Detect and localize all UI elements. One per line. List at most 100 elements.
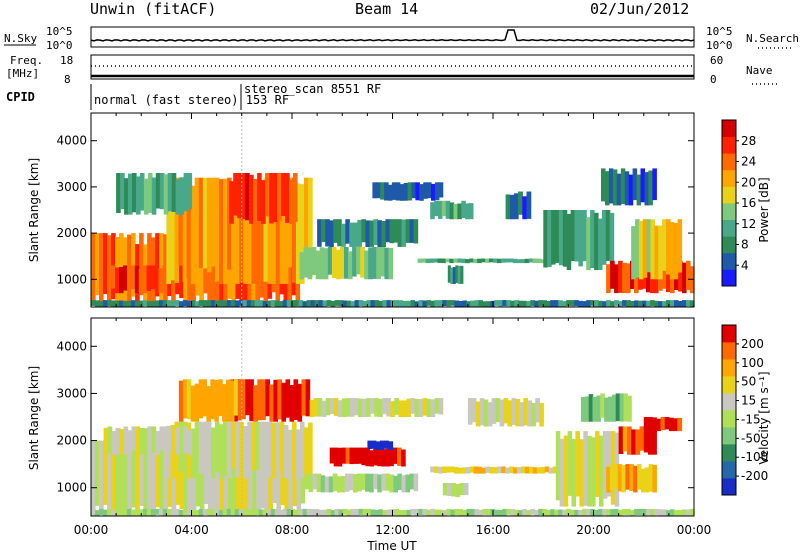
colorbar-tick-label: 24 (741, 155, 756, 169)
heatmap-cell (321, 400, 327, 417)
heatmap-cell (637, 464, 642, 490)
heatmap-cell (158, 268, 163, 294)
heatmap-cell (190, 385, 196, 422)
heatmap-cell (614, 264, 619, 294)
heatmap-cell (357, 219, 362, 247)
heatmap-cell (147, 426, 153, 452)
heatmap-cell (341, 223, 346, 247)
heatmap-cell (615, 393, 621, 422)
heatmap-cell (550, 300, 555, 307)
heatmap-cell (622, 508, 627, 515)
heatmap-cell (504, 258, 510, 263)
heatmap-cell (369, 450, 374, 467)
heatmap-cell (582, 508, 587, 516)
heatmap-cell (269, 384, 274, 422)
heatmap-cell (656, 418, 662, 432)
heatmap-cell (308, 473, 314, 493)
heatmap-cell (139, 173, 145, 211)
heatmap-cell (194, 383, 200, 422)
heatmap-cell (122, 509, 128, 516)
heatmap-cell (498, 510, 503, 516)
heatmap-cell (293, 173, 298, 223)
heatmap-cell (678, 510, 683, 516)
heatmap-cell (654, 300, 659, 307)
heatmap-cell (325, 219, 330, 247)
heatmap-cell (457, 467, 463, 474)
heatmap-cell (446, 300, 451, 307)
heatmap-cell (222, 300, 228, 307)
heatmap-cell (391, 182, 397, 200)
heatmap-cell (271, 422, 277, 479)
heatmap-cell (646, 219, 652, 273)
heatmap-cell (222, 508, 228, 516)
heatmap-cell (430, 202, 435, 220)
heatmap-cell (107, 442, 112, 516)
heatmap-cell (465, 203, 470, 220)
heatmap-cell (294, 300, 300, 307)
heatmap-cell (509, 466, 514, 474)
colorbar-tick-label: -15 (741, 412, 761, 426)
heatmap-cell (119, 440, 124, 516)
heatmap-cell (130, 265, 136, 290)
heatmap-cell (423, 182, 428, 199)
heatmap-cell (377, 220, 382, 247)
heatmap-cell (512, 258, 518, 264)
heatmap-cell (442, 466, 447, 473)
heatmap-cell (279, 177, 285, 284)
heatmap-cell (381, 473, 386, 491)
heatmap-cell (469, 466, 475, 473)
heatmap-cell (155, 431, 161, 455)
heatmap-cell (265, 379, 270, 417)
heatmap-cell (111, 440, 116, 511)
heatmap-cell (507, 400, 513, 427)
heatmap-cell (634, 300, 639, 307)
heatmap-cell (297, 383, 303, 422)
heatmap-cell (226, 300, 232, 307)
heatmap-cell (373, 219, 378, 245)
heatmap-cell (199, 440, 205, 515)
colorbar-swatch (722, 342, 736, 360)
heatmap-cell (526, 191, 532, 219)
heatmap-cell (430, 399, 436, 417)
heatmap-cell (174, 300, 180, 306)
heatmap-cell (300, 184, 305, 284)
heatmap-cell (646, 300, 651, 307)
heatmap-cell (393, 447, 398, 464)
power-heatmap (91, 113, 695, 307)
heatmap-cell (528, 258, 534, 263)
heatmap-cell (158, 300, 164, 307)
heatmap-cell (586, 300, 591, 307)
heatmap-cell (532, 467, 538, 474)
heatmap-cell (357, 447, 363, 464)
heatmap-cell (91, 300, 96, 306)
heatmap-cell (437, 258, 443, 263)
heatmap-cell (218, 510, 224, 516)
heatmap-cell (233, 379, 239, 416)
heatmap-cell (384, 182, 389, 201)
heatmap-cell (414, 398, 420, 417)
heatmap-cell (506, 508, 511, 515)
heatmap-cell (310, 508, 316, 516)
heatmap-cell (606, 509, 611, 516)
heatmap-cell (276, 442, 281, 516)
heatmap-cell (516, 259, 522, 264)
heatmap-cell (354, 300, 360, 307)
heatmap-cell (620, 168, 626, 204)
heatmap-cell (210, 300, 216, 307)
heatmap-cell (244, 451, 249, 516)
heatmap-cell (146, 301, 152, 307)
heatmap-cell (385, 448, 390, 467)
heatmap-cell (309, 399, 315, 417)
heatmap-cell (682, 509, 687, 516)
heatmap-cell (417, 258, 423, 263)
heatmap-cell (586, 508, 591, 516)
heatmap-cell (329, 220, 334, 247)
heatmap-cell (578, 210, 583, 267)
heatmap-cell (241, 173, 246, 220)
heatmap-cell (154, 300, 160, 307)
heatmap-cell (187, 443, 193, 516)
heatmap-cell (554, 509, 559, 516)
heatmap-cell (389, 447, 394, 467)
heatmap-cell (206, 508, 212, 516)
